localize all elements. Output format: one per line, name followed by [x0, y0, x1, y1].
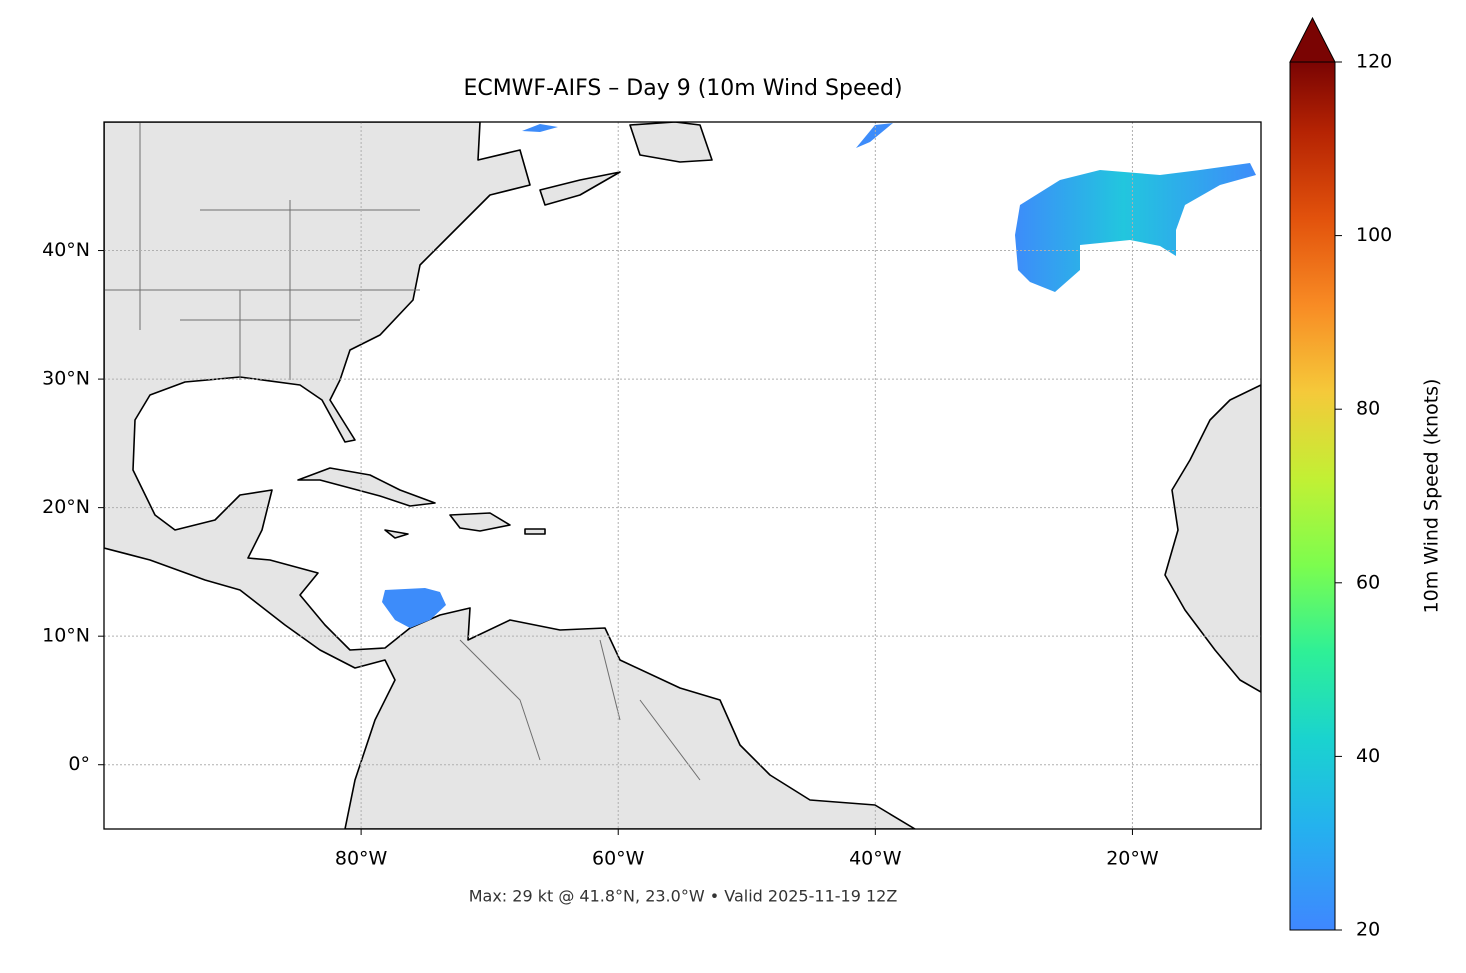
footer: Max: 29 kt @ 41.8°N, 23.0°W • Valid 2025… — [469, 887, 898, 906]
y-tick-label: 10°N — [42, 625, 90, 647]
colorbar — [1289, 61, 1336, 931]
map-title: ECMWF-AIFS – Day 9 (10m Wind Speed) — [463, 76, 902, 101]
x-tick-label: 80°W — [335, 848, 388, 870]
wind-area — [382, 588, 446, 628]
x-tick-label: 60°W — [592, 848, 645, 870]
x-tick-label: 40°W — [849, 848, 902, 870]
newfoundland — [629, 122, 713, 163]
map-layer — [104, 122, 1261, 829]
cuba — [297, 467, 436, 507]
colorbar-tick-label: 80 — [1356, 398, 1380, 420]
colorbar-tick-label: 40 — [1356, 745, 1380, 767]
wind-area — [1015, 163, 1256, 292]
y-tick-label: 0° — [68, 753, 90, 775]
borders — [104, 122, 701, 781]
country-borders — [459, 639, 701, 781]
map-frame — [103, 121, 1262, 830]
puerto-rico — [524, 528, 546, 535]
grid-layer — [104, 122, 1261, 829]
colorbar-extend — [1289, 16, 1336, 63]
colorbar-tick-label: 20 — [1356, 919, 1380, 941]
state-borders — [104, 122, 420, 380]
africa — [1164, 384, 1261, 693]
colorbar-tick-label: 100 — [1356, 224, 1392, 246]
wind-area — [522, 124, 558, 132]
y-tick-label: 30°N — [42, 368, 90, 390]
nova-scotia — [539, 171, 621, 206]
wind-area — [856, 123, 893, 148]
colorbar-tick-label: 60 — [1356, 571, 1380, 593]
americas — [104, 122, 916, 829]
y-tick-label: 20°N — [42, 496, 90, 518]
colorbar-tick-label: 120 — [1356, 51, 1392, 73]
hispaniola — [449, 512, 511, 532]
y-tick-label: 40°N — [42, 239, 90, 261]
colorbar-label: 10m Wind Speed (knots) — [1421, 379, 1443, 614]
x-tick-label: 20°W — [1106, 848, 1159, 870]
jamaica — [384, 529, 409, 539]
